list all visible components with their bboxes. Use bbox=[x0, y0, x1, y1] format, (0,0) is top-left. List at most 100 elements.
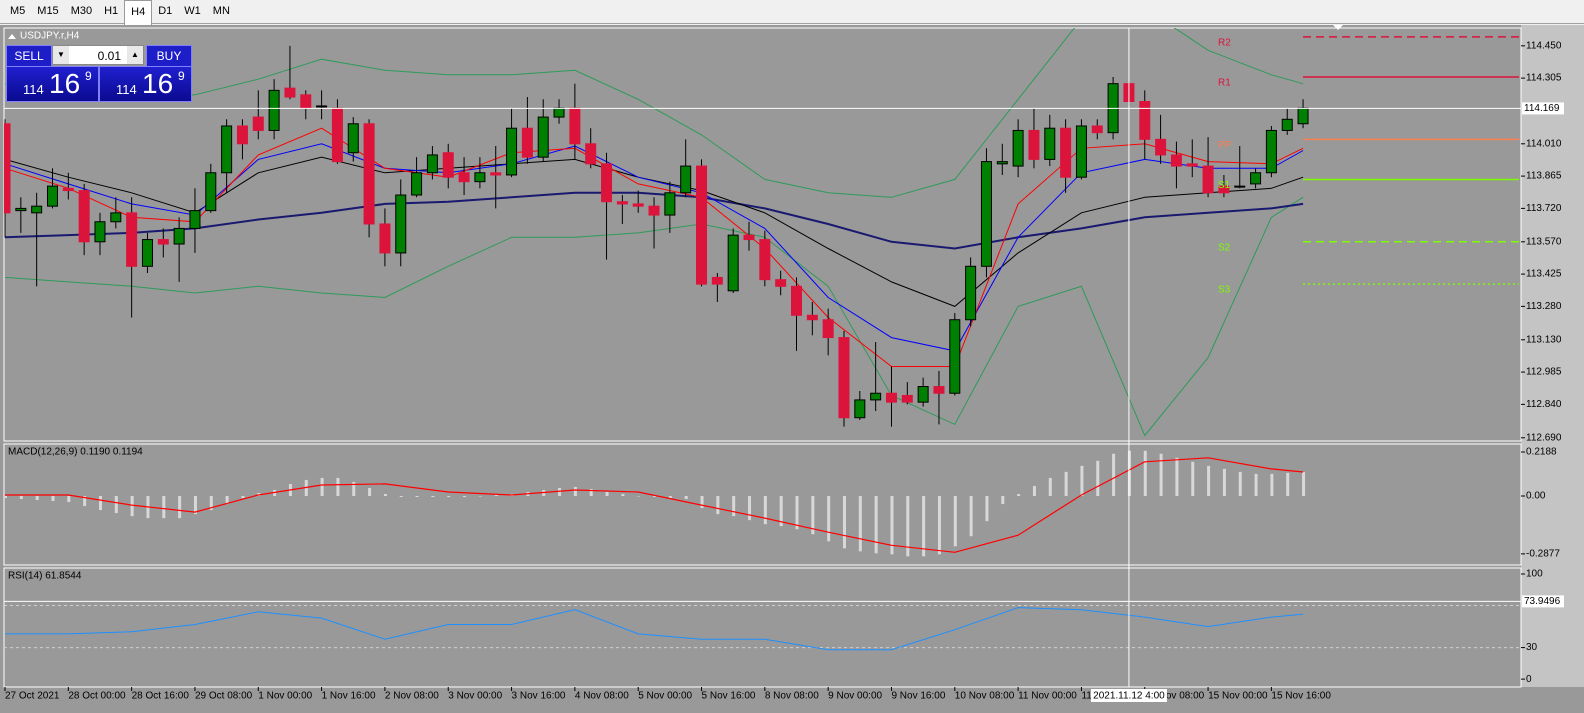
candle-body bbox=[664, 192, 676, 216]
panel-title: USDJPY.r,H4 bbox=[20, 31, 80, 42]
candle-body bbox=[1075, 125, 1087, 178]
x-tick-label: 9 Nov 00:00 bbox=[828, 691, 882, 702]
sell-button[interactable]: SELL bbox=[6, 45, 52, 67]
bid-pips: 16 bbox=[49, 68, 81, 99]
histogram-bar bbox=[732, 496, 736, 517]
timeframe-toolbar: M5 M15 M30 H1 H4 D1 W1 MN bbox=[0, 0, 1584, 25]
histogram-bar bbox=[779, 496, 783, 527]
histogram-bar bbox=[573, 486, 577, 497]
histogram-bar bbox=[842, 496, 846, 549]
bid-big: 114 bbox=[23, 82, 44, 97]
candle-body bbox=[1281, 118, 1293, 131]
main-frame bbox=[3, 27, 1522, 442]
one-click-trading: SELL ▼ 0.01 ▲ BUY 114 16 9 114 16 9 bbox=[6, 45, 192, 102]
candle-body bbox=[521, 127, 533, 158]
histogram-bar bbox=[922, 496, 926, 557]
y-tick-label: 113.425 bbox=[1526, 269, 1562, 280]
candle-body bbox=[1155, 138, 1167, 156]
x-tick-label: 28 Oct 00:00 bbox=[68, 691, 126, 702]
candle-body bbox=[569, 107, 581, 145]
histogram-bar bbox=[1191, 461, 1195, 497]
crosshair-time-label: 2021.11.12 4:00 bbox=[1093, 691, 1165, 702]
histogram-bar bbox=[1286, 472, 1290, 497]
timeframe-button[interactable]: W1 bbox=[184, 5, 201, 17]
lot-value[interactable]: 0.01 bbox=[97, 49, 121, 63]
candle-body bbox=[1170, 154, 1182, 167]
candle-body bbox=[996, 161, 1008, 165]
timeframe-button[interactable]: D1 bbox=[158, 5, 173, 17]
ask-pips: 16 bbox=[142, 68, 174, 99]
candle-body bbox=[157, 239, 169, 245]
timeframe-button[interactable]: H4 bbox=[124, 0, 153, 25]
x-tick-label: 4 Nov 08:00 bbox=[575, 691, 629, 702]
chart-window: R2 R1 PP S1 S2 S3 114.450 114.305 114.010 113.86… bbox=[0, 25, 1584, 713]
bid-price[interactable]: 114 16 9 bbox=[6, 66, 99, 102]
timeframe-button[interactable]: M5 bbox=[10, 5, 26, 17]
candle-body bbox=[363, 123, 375, 225]
histogram-bar bbox=[1254, 473, 1258, 497]
histogram-bar bbox=[415, 496, 419, 498]
histogram-bar bbox=[114, 496, 118, 514]
pivot-label: S2 bbox=[1218, 242, 1231, 253]
y-tick-label: 0.2188 bbox=[1526, 447, 1557, 458]
x-tick-label: 3 Nov 00:00 bbox=[448, 691, 502, 702]
candle-body bbox=[442, 152, 454, 178]
candle-body bbox=[585, 143, 597, 165]
candle-body bbox=[870, 392, 882, 401]
candle-body bbox=[743, 234, 755, 241]
y-tick-label: 114.305 bbox=[1526, 73, 1562, 84]
buy-button[interactable]: BUY bbox=[146, 45, 192, 67]
histogram-bar bbox=[1017, 494, 1021, 497]
crosshair-value-box bbox=[1522, 595, 1564, 608]
timeframe-button[interactable]: H1 bbox=[104, 5, 119, 17]
histogram-bar bbox=[463, 496, 467, 498]
y-tick-label: 0.00 bbox=[1526, 491, 1546, 502]
ask-point: 9 bbox=[178, 69, 185, 83]
y-tick-label: 113.720 bbox=[1526, 203, 1562, 214]
lot-decrease[interactable]: ▼ bbox=[53, 46, 69, 64]
indicator-line bbox=[4, 28, 1304, 198]
x-tick-label: 29 Oct 08:00 bbox=[195, 691, 253, 702]
x-tick-label: 10 Nov 08:00 bbox=[955, 691, 1015, 702]
candle-body bbox=[711, 276, 723, 285]
lot-input[interactable]: ▼ 0.01 ▲ bbox=[52, 45, 144, 65]
rsi-frame bbox=[3, 567, 1522, 688]
candle-body bbox=[252, 116, 264, 131]
histogram-bar bbox=[621, 494, 625, 497]
ask-price[interactable]: 114 16 9 bbox=[99, 66, 192, 102]
x-tick-label: 9 Nov 16:00 bbox=[891, 691, 945, 702]
histogram-bar bbox=[494, 495, 498, 497]
histogram-bar bbox=[890, 496, 894, 555]
histogram-bar bbox=[668, 496, 672, 499]
y-tick-label: -0.2877 bbox=[1526, 549, 1560, 560]
signal-line bbox=[5, 457, 1304, 553]
main-plot: R2 R1 PP S1 S2 S3 bbox=[4, 28, 1519, 437]
histogram-bar bbox=[1112, 453, 1116, 497]
candle-body bbox=[601, 163, 613, 203]
timeframe-button[interactable]: M30 bbox=[70, 5, 93, 17]
candle-body bbox=[94, 221, 106, 243]
y-tick-label: 0 bbox=[1526, 674, 1532, 685]
x-tick-label: 5 Nov 16:00 bbox=[702, 691, 756, 702]
x-tick-label: 15 Nov 00:00 bbox=[1208, 691, 1268, 702]
histogram-bar bbox=[1032, 485, 1036, 497]
candle-body bbox=[1091, 125, 1103, 134]
timeframe-button[interactable]: M15 bbox=[37, 5, 59, 17]
histogram-bar bbox=[431, 496, 435, 498]
x-tick-label: 3 Nov 16:00 bbox=[512, 691, 566, 702]
candle-body bbox=[727, 234, 739, 292]
x-tick-label: 1 Nov 00:00 bbox=[258, 691, 312, 702]
candle-body bbox=[537, 116, 549, 158]
histogram-bar bbox=[795, 496, 799, 530]
timeframe-button[interactable]: MN bbox=[212, 5, 230, 17]
candle-body bbox=[221, 125, 233, 174]
candle-body bbox=[822, 319, 834, 339]
shift-marker bbox=[1333, 25, 1343, 30]
candle-body bbox=[205, 172, 217, 212]
candle-body bbox=[949, 319, 961, 394]
lot-increase[interactable]: ▲ bbox=[127, 46, 143, 64]
crosshair-time-box bbox=[1090, 689, 1167, 702]
candle-body bbox=[1186, 163, 1198, 167]
histogram-bar bbox=[178, 496, 182, 519]
pivot-label: R1 bbox=[1218, 78, 1231, 89]
